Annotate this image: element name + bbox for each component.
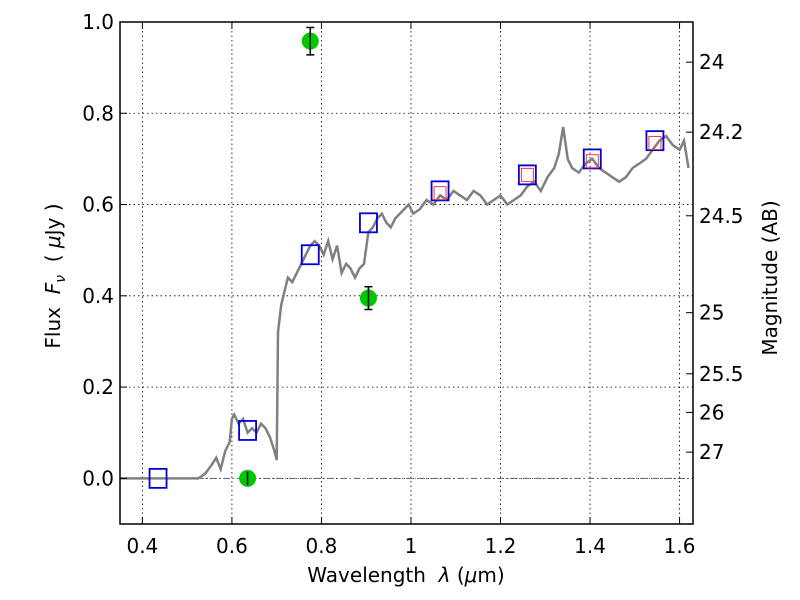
observed-photometry-box (520, 167, 534, 182)
model-photometry-box (359, 212, 378, 234)
y-tick-label: 0.8 (82, 101, 114, 125)
right-axis-label: Magnitude (AB) (758, 200, 782, 355)
model-photometry-box (582, 148, 602, 170)
grid-lines (120, 21, 693, 524)
magnitude-tick-label: 25 (699, 301, 724, 325)
x-tick-label: 1.6 (664, 534, 696, 558)
observed-photometry-box (585, 154, 599, 169)
y-tick-label: 0.0 (82, 466, 114, 490)
model-photometry-box (645, 130, 665, 152)
x-tick-label: 1.2 (485, 534, 517, 558)
magnitude-tick-label: 24.2 (699, 120, 744, 144)
magnitude-tick-label: 27 (699, 440, 724, 464)
detection-points (239, 26, 377, 487)
x-tick-label: 0.6 (216, 534, 248, 558)
observed-photometry-box (433, 186, 447, 201)
x-tick-label: 0.8 (306, 534, 338, 558)
model-photometry-box (238, 420, 257, 441)
model-photometry-box (148, 467, 168, 489)
magnitude-tick-label: 26 (699, 400, 724, 424)
observed-photometry-box (648, 135, 662, 150)
magnitude-tick-label: 25.5 (699, 362, 744, 386)
model-photometry-box (300, 244, 320, 266)
y-tick-label: 0.4 (82, 284, 114, 308)
x-tick-label: 1.4 (574, 534, 606, 558)
observed-photometry-markers (433, 135, 662, 201)
magnitude-tick-label: 24 (699, 50, 724, 74)
y-tick-label: 0.2 (82, 375, 114, 399)
y-tick-label: 0.6 (82, 193, 114, 217)
x-axis-label: Wavelength λ (μm) (307, 563, 504, 587)
magnitude-tick-label: 24.5 (699, 204, 744, 228)
model-spectrum-line (120, 126, 690, 480)
plot-frame (119, 21, 694, 525)
model-photometry-box (430, 180, 450, 202)
model-photometry-markers (148, 130, 665, 489)
magnitude-axis-ticks: 24 24.2 24.5 25 25.5 26 27 (686, 50, 744, 464)
x-tick-label: 0.4 (126, 534, 158, 558)
model-photometry-box (517, 164, 537, 186)
y-axis-label: Flux Fν ( μJy ) (41, 203, 69, 348)
y-axis-ticks: 0.0 0.2 0.4 0.6 0.8 1.0 (82, 10, 127, 490)
x-tick-label: 1 (405, 534, 418, 558)
y-tick-label: 1.0 (82, 10, 114, 34)
x-axis-ticks: 0.4 0.6 0.8 1 1.2 1.4 1.6 (126, 22, 695, 558)
